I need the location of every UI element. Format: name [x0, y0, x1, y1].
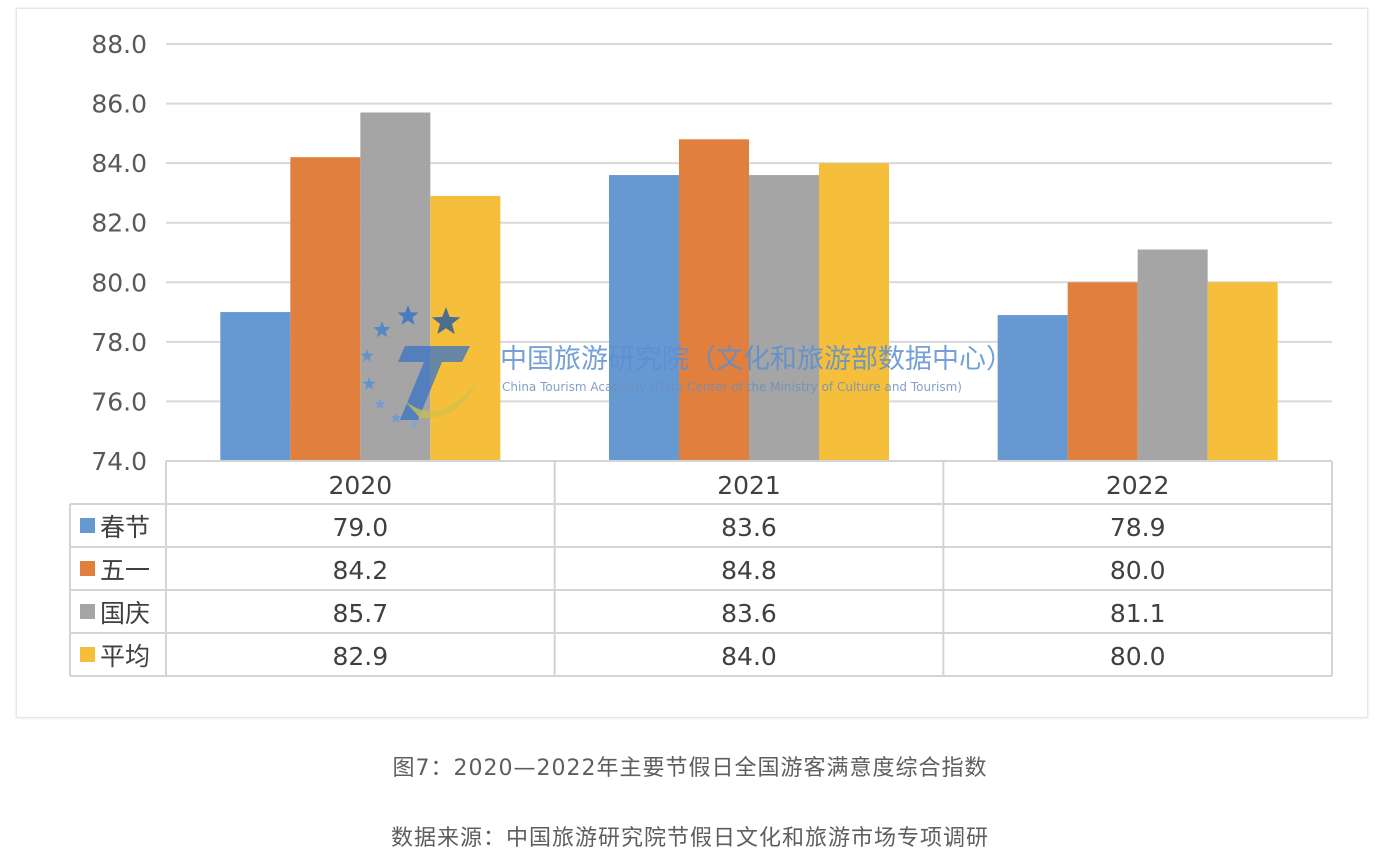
bar-平均-2021 [819, 163, 889, 461]
bar-五一-2022 [1067, 282, 1138, 461]
x-tick-label: 2021 [717, 471, 781, 500]
legend-swatch [80, 647, 95, 662]
y-tick-label: 76.0 [91, 387, 147, 416]
y-tick-label: 84.0 [91, 149, 147, 178]
x-tick-label: 2022 [1106, 471, 1170, 500]
watermark-name-en: China Tourism Academy (Data Center of th… [502, 380, 962, 394]
bar-五一-2021 [679, 139, 749, 462]
bar-平均-2022 [1207, 282, 1278, 461]
data-label: 82.9 [332, 642, 388, 671]
y-tick-label: 82.0 [91, 209, 147, 238]
data-label: 80.0 [1110, 556, 1166, 585]
watermark-name-cn: 中国旅游研究院（文化和旅游部数据中心） [500, 344, 1013, 375]
bar-国庆-2021 [749, 175, 819, 462]
legend-label: 平均 [100, 642, 150, 671]
data-label: 84.0 [721, 642, 777, 671]
data-label: 80.0 [1110, 642, 1166, 671]
data-table: 2020 2021 2022 春节 79.0 83.6 78.9 五一 84.2 84.8 80.0… [69, 460, 1333, 677]
data-label: 81.1 [1110, 599, 1166, 628]
bar-春节-2022 [997, 315, 1068, 461]
y-tick-label: 88.0 [91, 30, 147, 59]
legend-label: 国庆 [100, 599, 150, 628]
data-label: 83.6 [721, 513, 777, 542]
y-tick-label: 86.0 [91, 90, 147, 119]
source-note: 数据来源：中国旅游研究院节假日文化和旅游市场专项调研 [390, 826, 989, 851]
data-label: 85.7 [332, 599, 388, 628]
y-axis-ticks: 74.0 76.0 78.0 80.0 82.0 84.0 86.0 88.0 [91, 30, 147, 476]
y-tick-label: 78.0 [91, 328, 147, 357]
bar-春节-2021 [609, 175, 679, 462]
bar-春节-2020 [220, 312, 291, 461]
bar-五一-2020 [290, 157, 361, 461]
data-label: 84.8 [721, 556, 777, 585]
legend-swatch [80, 518, 95, 533]
x-tick-label: 2020 [329, 471, 393, 500]
data-label: 84.2 [332, 556, 388, 585]
data-label: 78.9 [1110, 513, 1166, 542]
bar-国庆-2022 [1137, 249, 1208, 461]
bars [220, 112, 1278, 462]
data-label: 79.0 [332, 513, 388, 542]
chart: 74.0 76.0 78.0 80.0 82.0 84.0 86.0 88.0 T 中国旅游研… [69, 30, 1333, 677]
y-tick-label: 80.0 [91, 268, 147, 297]
figure-caption: 图7：2020—2022年主要节假日全国游客满意度综合指数 [392, 756, 988, 781]
data-label: 83.6 [721, 599, 777, 628]
legend-label: 春节 [100, 513, 150, 542]
legend-label: 五一 [100, 556, 150, 585]
y-tick-label: 74.0 [91, 447, 147, 476]
legend-swatch [80, 561, 95, 576]
star-ring-logo-icon: T [360, 305, 478, 428]
legend-swatch [80, 604, 95, 619]
watermark: T 中国旅游研究院（文化和旅游部数据中心） China Tourism Acad… [360, 305, 1013, 428]
